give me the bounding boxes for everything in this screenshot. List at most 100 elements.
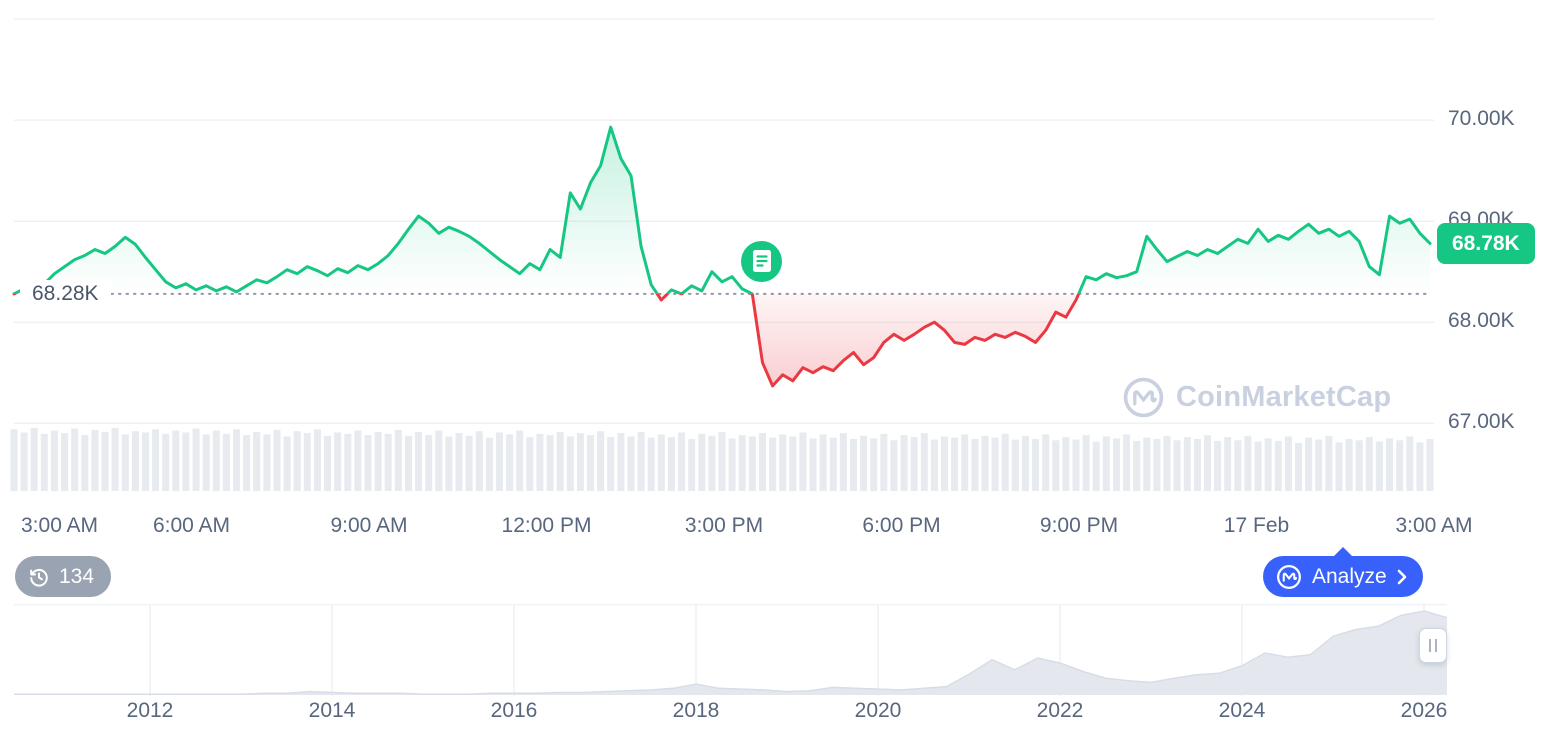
volume-bar [607, 437, 615, 491]
x-axis-label: 6:00 PM [862, 514, 941, 537]
volume-bar [182, 432, 190, 491]
volume-bar [71, 428, 79, 491]
volume-bar [1224, 437, 1232, 491]
navigator-year-label: 2024 [1218, 699, 1266, 722]
timeline-navigator[interactable] [0, 604, 1566, 697]
coinmarketcap-watermark: CoinMarketCap [1122, 376, 1391, 419]
navigator-area[interactable] [14, 611, 1447, 695]
volume-bar [1315, 439, 1323, 491]
volume-bar [526, 437, 534, 491]
volume-bar [1335, 442, 1343, 492]
volume-bar [51, 430, 58, 492]
volume-bar [1365, 437, 1373, 491]
price-line-green [12, 125, 1432, 294]
volume-bar [1396, 440, 1404, 491]
x-axis-label: 3:00 PM [684, 514, 764, 537]
volume-bar [394, 429, 402, 491]
volume-bar [829, 437, 837, 491]
volume-bar [1102, 436, 1110, 491]
volume-bar [384, 433, 392, 491]
volume-bar [131, 431, 139, 491]
volume-bar [779, 434, 787, 491]
navigator-area-edge [14, 610, 1448, 695]
volume-bar [192, 428, 200, 491]
volume-bar [111, 427, 119, 491]
navigator-drag-handle[interactable] [1419, 628, 1447, 663]
volume-bar [374, 431, 382, 491]
news-document-icon [752, 250, 771, 273]
volume-bar [971, 439, 979, 491]
volume-bar [1183, 437, 1191, 491]
volume-bar [435, 430, 443, 492]
chevron-right-icon [1397, 569, 1407, 584]
x-axis-label: 3:00 AM [21, 514, 99, 537]
navigator-year-label: 2014 [308, 699, 356, 722]
volume-bar [981, 435, 989, 492]
volume-bar [1355, 440, 1363, 491]
navigator-year-label: 2020 [854, 699, 902, 722]
volume-bar [789, 436, 797, 491]
watermark-text: CoinMarketCap [1176, 381, 1392, 413]
volume-bar [324, 435, 331, 492]
volume-bar [1204, 435, 1211, 491]
volume-bar [1113, 438, 1120, 492]
volume-bar [678, 432, 685, 491]
volume-bar [10, 429, 18, 492]
volume-bar [273, 429, 281, 491]
volume-bar [759, 433, 766, 491]
y-axis-label: 67.00K [1448, 410, 1515, 434]
volume-bar [1295, 442, 1302, 491]
y-axis-label: 70.00K [1448, 107, 1515, 131]
volume-bar [243, 435, 251, 491]
analyze-label: Analyze [1312, 564, 1387, 588]
volume-bar [1123, 434, 1131, 491]
volume-bar [951, 437, 959, 491]
volume-bar [688, 439, 696, 491]
volume-bar [718, 431, 726, 491]
price-area-fill-above-baseline [14, 127, 1430, 294]
volume-bar [1214, 440, 1222, 491]
volume-bar [769, 437, 777, 491]
volume-bar [617, 433, 625, 491]
volume-bar [1173, 440, 1181, 491]
volume-bar [657, 434, 665, 491]
volume-bar [1426, 439, 1434, 491]
volume-bar [1021, 435, 1029, 492]
history-count-pill[interactable]: 134 [15, 556, 112, 597]
volume-bar [1042, 434, 1050, 491]
volume-bar [556, 431, 564, 491]
volume-bar [708, 435, 716, 492]
volume-bar [222, 433, 230, 491]
volume-bar [354, 430, 362, 492]
price-chart-plot[interactable] [0, 0, 1566, 500]
volume-bar [202, 434, 210, 491]
volume-bar [910, 437, 918, 491]
analyze-button[interactable]: Analyze [1263, 547, 1423, 597]
navigator-year-label: 2018 [672, 699, 720, 722]
volume-bar [293, 431, 301, 491]
volume-bar [101, 431, 109, 491]
volume-bar [536, 433, 544, 491]
history-count: 134 [59, 564, 95, 588]
volume-bar [1244, 435, 1252, 492]
volume-bar [880, 433, 888, 491]
current-price-badge: 68.78K [1437, 222, 1535, 264]
news-annotation-button[interactable] [741, 240, 783, 282]
volume-bar [587, 435, 594, 491]
volume-bar [546, 435, 554, 491]
volume-bar [1062, 437, 1070, 491]
volume-bar [1416, 442, 1424, 492]
volume-bar [748, 436, 756, 491]
volume-bar [485, 437, 493, 491]
volume-bar [121, 434, 129, 491]
volume-bar [30, 427, 38, 491]
volume-bar [900, 435, 908, 491]
navigator-year-label: 2012 [126, 699, 174, 722]
history-clock-icon [30, 568, 48, 587]
volume-bar [1153, 439, 1161, 491]
x-axis-label: 12:00 PM [501, 514, 592, 537]
volume-bar [455, 433, 463, 491]
navigator-year-label: 2016 [490, 699, 538, 722]
volume-bar [1163, 435, 1171, 492]
